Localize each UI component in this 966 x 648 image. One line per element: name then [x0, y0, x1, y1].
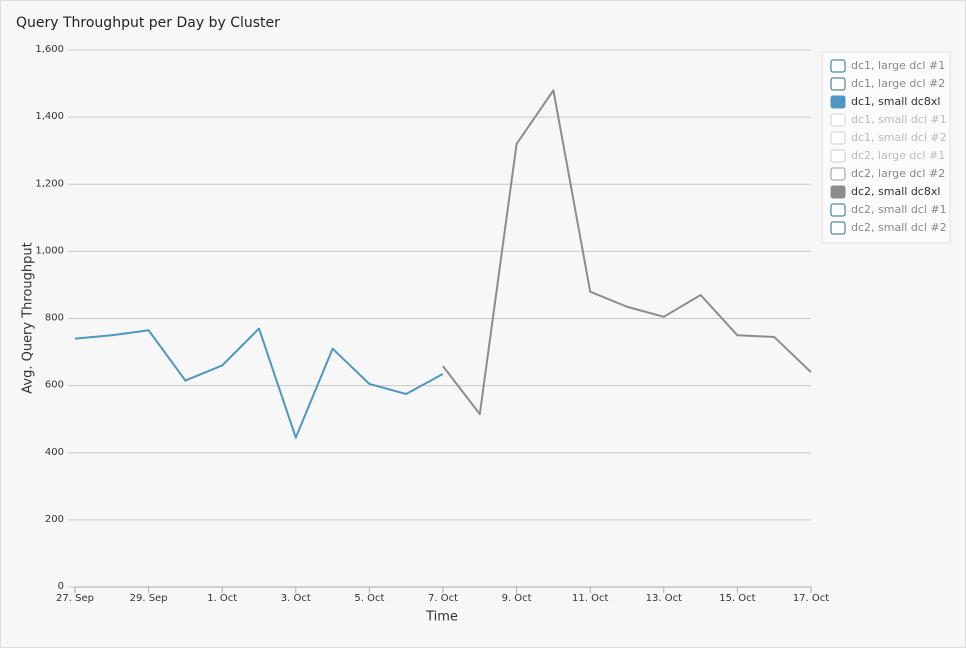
legend-swatch[interactable]	[830, 185, 846, 199]
legend-swatch[interactable]	[830, 167, 846, 181]
series-line	[442, 89, 812, 416]
chart-title: Query Throughput per Day by Cluster	[16, 15, 280, 31]
legend-label[interactable]: dc1, large dcl #1	[851, 59, 945, 72]
x-tick-label: 3. Oct	[281, 593, 311, 604]
y-tick-label: 0	[58, 581, 64, 592]
legend-label[interactable]: dc2, small dcl #2	[851, 221, 947, 234]
y-tick-label: 1,200	[35, 178, 64, 189]
y-tick-label: 200	[45, 514, 64, 525]
legend-label[interactable]: dc1, small dc8xl	[851, 95, 940, 108]
legend-swatch[interactable]	[830, 203, 846, 217]
legend-label[interactable]: dc2, large dcl #2	[851, 167, 945, 180]
legend-swatch[interactable]	[830, 221, 846, 235]
legend-swatch[interactable]	[830, 131, 846, 145]
x-tick-label: 1. Oct	[207, 593, 237, 604]
x-tick-label: 7. Oct	[428, 593, 458, 604]
y-tick-label: 800	[45, 313, 64, 324]
legend-swatch[interactable]	[830, 149, 846, 163]
legend-label[interactable]: dc2, small dcl #1	[851, 203, 947, 216]
y-axis-title: Avg. Query Throughput	[21, 242, 36, 394]
x-tick-label: 17. Oct	[793, 593, 829, 604]
y-tick-label: 600	[45, 380, 64, 391]
legend-label[interactable]: dc1, large dcl #2	[851, 77, 945, 90]
x-tick-label: 29. Sep	[130, 593, 168, 604]
x-tick-label: 27. Sep	[56, 593, 94, 604]
legend-label[interactable]: dc2, small dc8xl	[851, 185, 940, 198]
x-tick-label: 11. Oct	[572, 593, 608, 604]
x-tick-label: 13. Oct	[646, 593, 682, 604]
y-tick-label: 1,000	[35, 245, 64, 256]
legend-label[interactable]: dc2, large dcl #1	[851, 149, 945, 162]
x-tick-label: 9. Oct	[502, 593, 532, 604]
legend-label[interactable]: dc1, small dcl #2	[851, 131, 947, 144]
y-tick-label: 400	[45, 447, 64, 458]
x-tick-label: 15. Oct	[719, 593, 755, 604]
legend-label[interactable]: dc1, small dcl #1	[851, 113, 947, 126]
legend-swatch[interactable]	[830, 113, 846, 127]
legend-swatch[interactable]	[830, 59, 846, 73]
x-axis-title: Time	[425, 610, 458, 625]
legend-swatch[interactable]	[830, 77, 846, 91]
y-tick-label: 1,400	[35, 111, 64, 122]
y-tick-label: 1,600	[35, 44, 64, 55]
series-line	[74, 327, 444, 439]
x-tick-label: 5. Oct	[354, 593, 384, 604]
legend-swatch[interactable]	[830, 95, 846, 109]
